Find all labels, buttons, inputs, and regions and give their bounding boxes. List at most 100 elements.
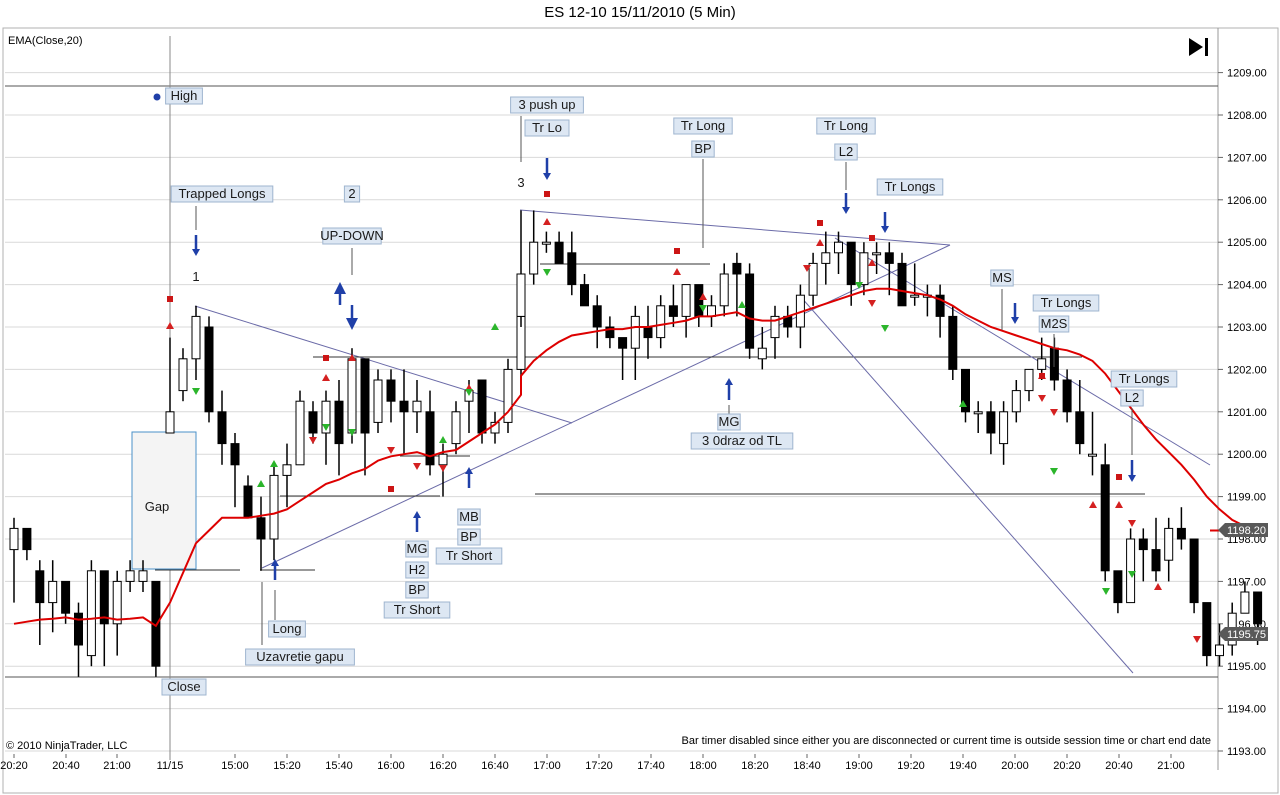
annotation-tr_longs_1: Tr Longs: [876, 178, 944, 196]
grid-lines: [5, 72, 1218, 752]
svg-text:L2: L2: [839, 144, 853, 159]
arrow-icon: [465, 467, 473, 474]
candle: [884, 242, 894, 296]
annotation-bp_1: BP: [691, 140, 715, 248]
candle: [503, 358, 513, 433]
marker-red-square: [674, 248, 680, 254]
marker-red-down: [1050, 409, 1058, 416]
annotation-odraz: 3 0draz od TL: [690, 432, 794, 450]
candle: [795, 284, 805, 349]
svg-text:Tr Longs: Tr Longs: [1119, 371, 1170, 386]
signal-markers: [153, 93, 1201, 643]
annotation-tr_longs_3: Tr Longs: [1110, 370, 1178, 388]
candle: [935, 284, 945, 338]
x-tick-label: 15:40: [325, 760, 353, 772]
candle: [1062, 369, 1072, 423]
svg-text:L2: L2: [1125, 390, 1139, 405]
arrow-icon: [725, 378, 733, 385]
x-tick-label: 19:20: [897, 760, 925, 772]
candle: [668, 284, 678, 327]
skip-to-end-icon[interactable]: [1189, 38, 1208, 56]
x-tick-label: 16:40: [481, 760, 509, 772]
svg-text:3 push up: 3 push up: [518, 97, 575, 112]
svg-text:Tr Longs: Tr Longs: [1041, 295, 1092, 310]
marker-red-up: [543, 218, 551, 225]
marker-red-up: [1115, 501, 1123, 508]
candle: [681, 284, 691, 338]
arrow-icon: [192, 249, 200, 256]
svg-text:Gap: Gap: [145, 499, 170, 514]
arrow-icon: [1128, 475, 1136, 482]
svg-text:MB: MB: [459, 509, 479, 524]
annotation-three_push_up: 3 push up: [510, 96, 584, 114]
candle: [204, 316, 214, 423]
annotation-trapped_longs: Trapped Longs: [170, 185, 274, 230]
annotations: High Trapped Longs 1 2 UP-DOWN 3 push up Tr Lo…: [145, 87, 1178, 696]
candle: [308, 401, 318, 444]
close-price-box: 1195.75: [1218, 627, 1268, 641]
marker-red-up: [673, 268, 681, 275]
svg-text:High: High: [171, 88, 198, 103]
candle: [618, 337, 628, 380]
candle: [1024, 368, 1034, 402]
y-tick-label: 1208.00: [1227, 110, 1267, 122]
marker-red-down: [1038, 395, 1046, 402]
svg-text:Tr Long: Tr Long: [824, 118, 868, 133]
candle: [872, 242, 882, 274]
annotation-uzavretie: Uzavretie gapu: [245, 590, 355, 666]
marker-red-up: [1154, 583, 1162, 590]
marker-red-square: [869, 235, 875, 241]
candle: [999, 401, 1009, 465]
candle: [757, 327, 767, 370]
marker-green-down: [699, 305, 707, 312]
candle: [151, 580, 161, 677]
annotation-l2_2: L2: [1120, 389, 1144, 455]
x-tick-label: 16:20: [429, 760, 457, 772]
candle: [360, 358, 370, 476]
candle: [986, 401, 996, 455]
x-tick-label: 17:00: [533, 760, 561, 772]
candle: [230, 433, 240, 508]
arrow-icon: [334, 282, 346, 294]
candle: [386, 369, 396, 423]
marker-red-up: [166, 322, 174, 329]
svg-text:1198.20: 1198.20: [1227, 525, 1266, 537]
y-tick-label: 1209.00: [1227, 68, 1267, 80]
marker-green-down: [1128, 571, 1136, 578]
svg-text:3: 3: [517, 175, 524, 190]
annotation-high: High: [165, 87, 203, 105]
candle: [732, 252, 742, 317]
y-tick-label: 1200.00: [1227, 449, 1267, 461]
annotation-m2s: M2S: [1038, 315, 1070, 367]
candle: [859, 242, 869, 296]
candle: [86, 560, 96, 667]
svg-text:MS: MS: [992, 270, 1012, 285]
annotation-up_down: UP-DOWN: [320, 227, 384, 275]
marker-green-down: [465, 389, 473, 396]
candle: [243, 475, 253, 519]
x-tick-label: 21:00: [103, 760, 131, 772]
candle: [1240, 581, 1250, 614]
candle: [745, 263, 755, 359]
candle: [373, 369, 383, 433]
x-tick-label: 21:00: [1157, 760, 1185, 772]
candle: [605, 316, 615, 349]
candle: [490, 411, 500, 444]
svg-text:Trapped Longs: Trapped Longs: [179, 186, 266, 201]
x-tick-label: 20:40: [1105, 760, 1133, 772]
y-tick-label: 1193.00: [1227, 746, 1266, 758]
x-axis: 20:20 20:40 21:00 11/15 15:00 15:20 15:40 16:00…: [0, 754, 1185, 772]
candle: [256, 496, 266, 571]
marker-red-down: [413, 463, 421, 470]
x-tick-label: 18:00: [689, 760, 717, 772]
candle: [567, 231, 577, 296]
candle: [1088, 411, 1097, 476]
annotation-n3: 3: [517, 116, 525, 190]
candle: [1075, 380, 1085, 455]
x-tick-label: 20:40: [52, 760, 80, 772]
annotation-n1: 1: [192, 269, 199, 284]
x-tick-label: 19:40: [949, 760, 977, 772]
marker-green-up: [491, 323, 499, 330]
svg-text:UP-DOWN: UP-DOWN: [320, 228, 384, 243]
